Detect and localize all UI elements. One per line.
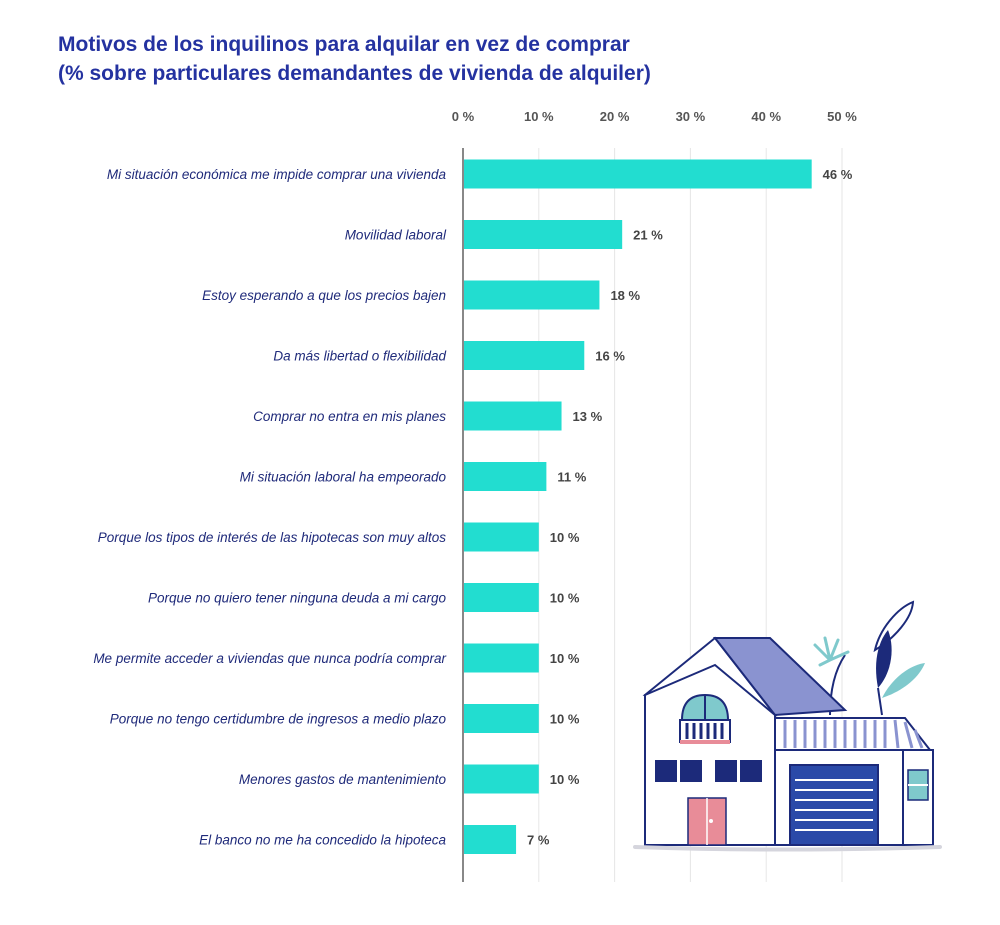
bar (463, 401, 562, 431)
value-label: 11 % (557, 470, 586, 485)
category-label: Mi situación laboral ha empeorado (240, 470, 447, 485)
bar (463, 583, 539, 612)
value-label: 21 % (633, 228, 663, 243)
bar (463, 522, 539, 552)
value-label: 13 % (573, 409, 603, 424)
bars (463, 159, 812, 854)
x-tick-label: 0 % (452, 109, 475, 124)
bar (463, 643, 539, 673)
value-label: 10 % (550, 530, 580, 545)
category-label: Da más libertad o flexibilidad (273, 349, 446, 364)
bar (463, 280, 600, 310)
category-label: Estoy esperando a que los precios bajen (202, 288, 446, 303)
bar (463, 220, 623, 249)
category-label: Porque los tipos de interés de las hipot… (98, 530, 446, 545)
category-label: Menores gastos de mantenimiento (239, 772, 447, 787)
x-tick-label: 10 % (524, 109, 554, 124)
x-axis-ticks: 0 % 10 % 20 % 30 % 40 % 50 % (452, 109, 857, 124)
value-label: 7 % (527, 833, 550, 848)
x-tick-label: 20 % (600, 109, 630, 124)
bar (463, 159, 812, 189)
bar (463, 764, 539, 794)
value-label: 10 % (550, 772, 580, 787)
value-label: 16 % (595, 349, 625, 364)
category-labels: Mi situación económica me impide comprar… (93, 167, 447, 848)
category-label: Comprar no entra en mis planes (253, 409, 446, 424)
value-label: 18 % (610, 288, 640, 303)
value-label: 46 % (823, 167, 853, 182)
chart-title-line-2: (% sobre particulares demandantes de viv… (58, 62, 651, 85)
category-label: Mi situación económica me impide comprar… (107, 167, 447, 182)
category-label: Porque no quiero tener ninguna deuda a m… (148, 591, 446, 606)
chart-title-line-1: Motivos de los inquilinos para alquilar … (58, 33, 630, 56)
category-label: Movilidad laboral (345, 228, 447, 243)
x-tick-label: 40 % (751, 109, 781, 124)
value-labels: 46 % 21 % 18 % 16 % 13 % 11 % 10 % 10 % 10 % 10 %… (527, 167, 853, 848)
value-label: 10 % (550, 591, 580, 606)
value-label: 10 % (550, 651, 580, 666)
bar (463, 704, 539, 733)
house-illustration-icon (633, 600, 942, 852)
x-tick-label: 30 % (676, 109, 706, 124)
value-label: 10 % (550, 712, 580, 727)
chart-title: Motivos de los inquilinos para alquilar … (58, 30, 651, 88)
x-tick-label: 50 % (827, 109, 857, 124)
category-label: Me permite acceder a viviendas que nunca… (93, 651, 446, 666)
bar (463, 341, 585, 370)
category-label: El banco no me ha concedido la hipoteca (199, 833, 446, 848)
bar (463, 462, 547, 491)
category-label: Porque no tengo certidumbre de ingresos … (110, 712, 447, 727)
bar (463, 825, 517, 854)
